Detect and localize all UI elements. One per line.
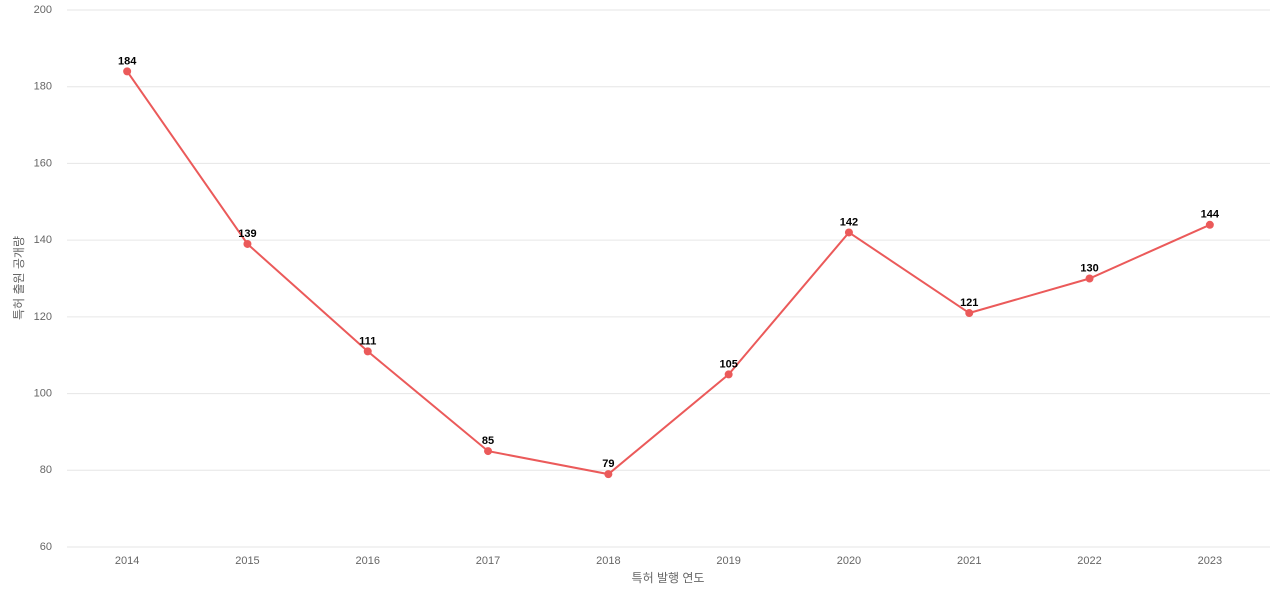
point	[844, 228, 853, 237]
y-axis-title: 특허 출원 공개량	[12, 236, 26, 320]
y-tick-label: 200	[34, 4, 52, 16]
point	[243, 239, 252, 248]
y-tick-label: 120	[34, 311, 52, 323]
x-axis-title: 특허 발행 연도	[632, 570, 705, 585]
x-tick-label: 2017	[476, 555, 500, 567]
y-tick-label: 100	[34, 387, 52, 399]
point	[363, 347, 372, 356]
x-tick-label: 2018	[596, 555, 620, 567]
value-label: 139	[238, 228, 256, 240]
value-label: 184	[118, 55, 137, 67]
y-tick-label: 60	[40, 541, 52, 553]
value-label: 105	[719, 358, 737, 370]
x-tick-label: 2021	[957, 555, 981, 567]
line	[126, 70, 1211, 476]
value-label: 144	[1201, 209, 1220, 221]
point	[604, 470, 613, 479]
point	[484, 447, 493, 456]
y-tick-label: 180	[34, 81, 52, 93]
y-tick-label: 80	[40, 464, 52, 476]
value-label: 121	[960, 297, 978, 309]
point	[724, 370, 733, 379]
point	[1085, 274, 1094, 283]
value-label: 142	[840, 216, 858, 228]
value-label: 85	[482, 435, 494, 447]
x-tick-label: 2015	[235, 555, 259, 567]
point	[1205, 220, 1214, 229]
x-tick-label: 2023	[1198, 555, 1222, 567]
x-tick-label: 2020	[837, 555, 861, 567]
point	[123, 67, 132, 76]
y-tick-label: 140	[34, 234, 52, 246]
x-tick-label: 2022	[1077, 555, 1101, 567]
x-tick-label: 2019	[716, 555, 740, 567]
value-label: 111	[359, 335, 376, 347]
point	[965, 309, 974, 318]
x-tick-label: 2014	[115, 555, 139, 567]
y-tick-label: 160	[34, 157, 52, 169]
x-tick-label: 2016	[356, 555, 380, 567]
value-label: 79	[602, 458, 614, 470]
value-label: 130	[1080, 262, 1098, 274]
